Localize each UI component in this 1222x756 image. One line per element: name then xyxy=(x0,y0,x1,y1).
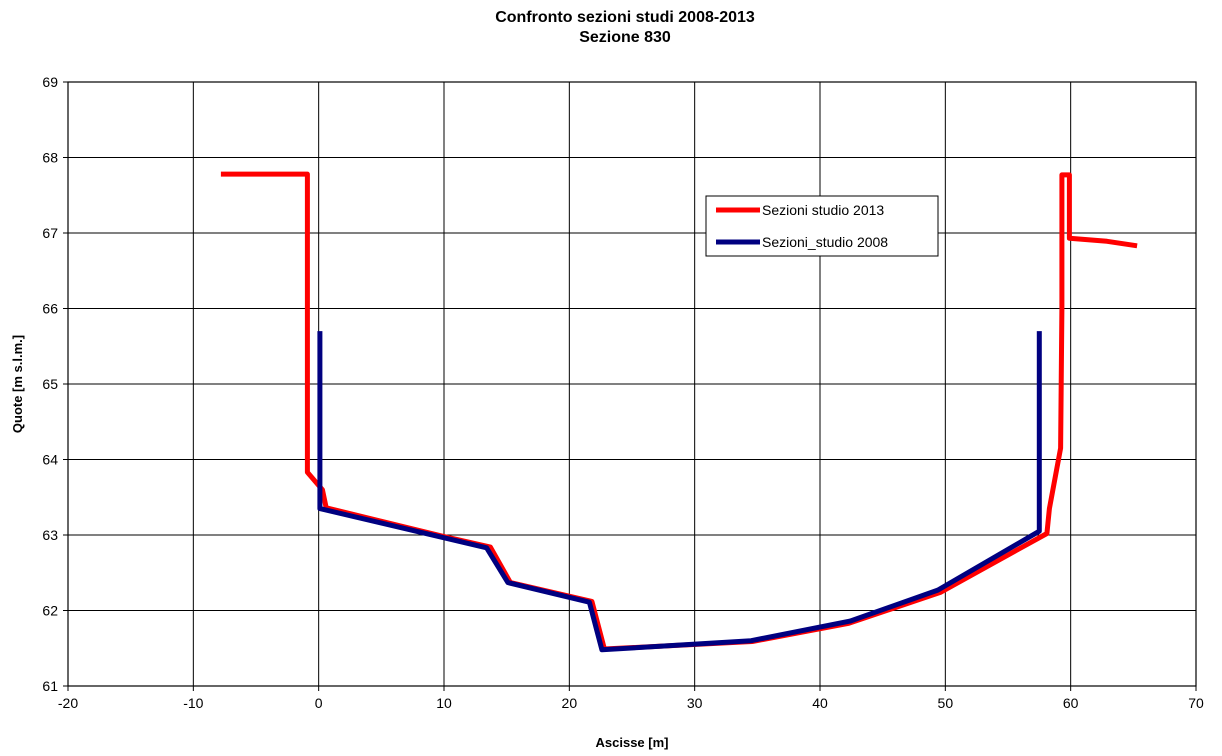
legend-box xyxy=(705,195,939,257)
x-tick-label: 40 xyxy=(812,695,828,711)
x-tick-label: 70 xyxy=(1188,695,1204,711)
legend: Sezioni studio 2013 Sezioni_studio 2008 xyxy=(705,195,939,257)
x-tick-label: -10 xyxy=(183,695,203,711)
x-tick-label: 0 xyxy=(315,695,323,711)
y-tick-label: 62 xyxy=(42,603,58,619)
x-tick-label: -20 xyxy=(58,695,78,711)
series-group xyxy=(220,171,1138,653)
y-tick-label: 64 xyxy=(42,452,58,468)
y-tick-label: 61 xyxy=(42,678,58,694)
x-tick-label: 30 xyxy=(687,695,703,711)
y-tick-label: 68 xyxy=(42,150,58,166)
x-tick-label: 60 xyxy=(1063,695,1079,711)
y-tick-label: 65 xyxy=(42,376,58,392)
tick-labels: -20 -10 0 10 20 30 40 50 60 70 61 62 63 64 65 66 67 68 69 xyxy=(42,74,1204,711)
y-tick-label: 69 xyxy=(42,74,58,90)
y-tick-label: 67 xyxy=(42,225,58,241)
legend-label-2013: Sezioni studio 2013 xyxy=(762,202,884,218)
series-line-2013 xyxy=(220,171,1138,652)
x-tick-label: 50 xyxy=(938,695,954,711)
y-tick-label: 63 xyxy=(42,527,58,543)
plot-area xyxy=(67,81,1197,687)
legend-label-2008: Sezioni_studio 2008 xyxy=(762,234,888,250)
x-tick-label: 20 xyxy=(562,695,578,711)
chart-title: Confronto sezioni studi 2008-2013 xyxy=(495,9,755,26)
series-line-2008 xyxy=(317,331,1042,653)
chart-subtitle: Sezione 830 xyxy=(579,29,671,46)
y-tick-label: 66 xyxy=(42,301,58,317)
y-axis-label: Quote [m s.l.m.] xyxy=(10,335,25,433)
x-tick-label: 10 xyxy=(436,695,452,711)
x-axis-label: Ascisse [m] xyxy=(596,735,669,750)
